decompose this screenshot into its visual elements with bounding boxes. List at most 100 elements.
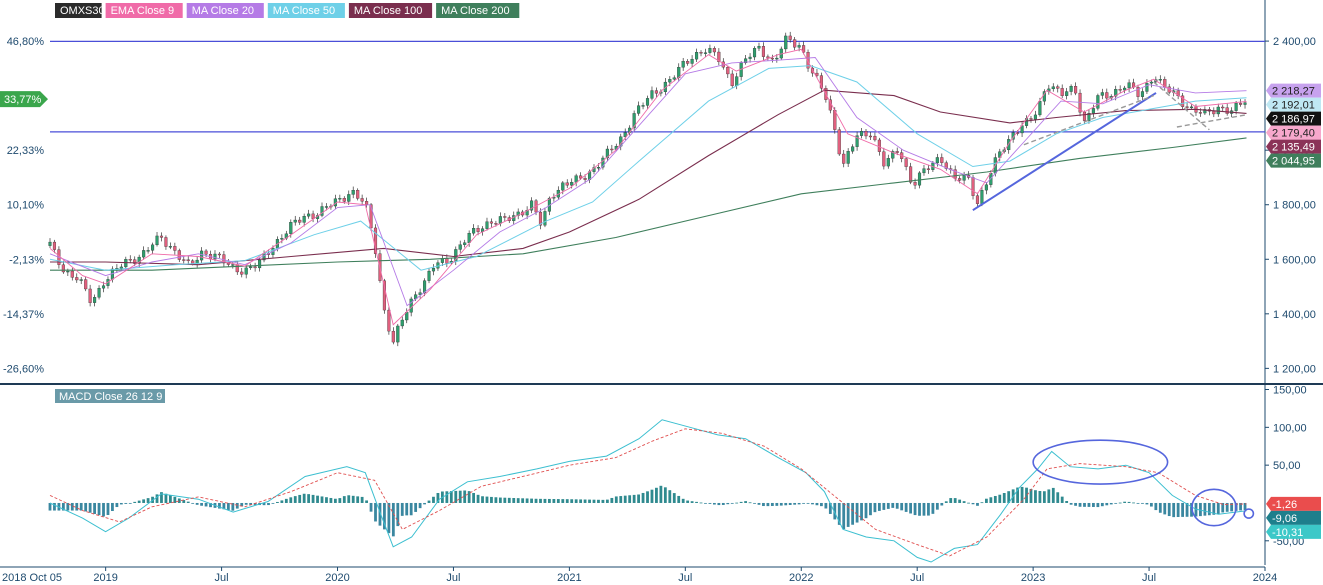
macd-histogram-bar: [365, 500, 368, 503]
candle-body: [142, 250, 146, 258]
candle-body: [472, 228, 476, 234]
macd-histogram-bar: [111, 502, 114, 512]
candle-body: [155, 235, 159, 246]
candle-body: [1114, 89, 1118, 97]
macd-histogram-bar: [588, 499, 591, 503]
macd-histogram-bar: [494, 497, 498, 503]
candle-body: [859, 131, 864, 136]
trendline: [1153, 81, 1210, 131]
macd-histogram-bar: [1074, 502, 1077, 506]
candle-body: [1033, 114, 1037, 120]
candle-body: [387, 309, 391, 332]
candle-body: [119, 266, 123, 269]
legend-label[interactable]: MA Close 200: [441, 5, 509, 17]
candle-body: [944, 162, 948, 169]
price-value-label: 2 179,40: [1272, 128, 1315, 140]
candle-body: [525, 210, 529, 216]
candle-body: [980, 189, 984, 204]
candle-body: [1082, 112, 1087, 121]
candle-body: [650, 90, 654, 99]
candle-body: [788, 35, 792, 40]
candle-body: [886, 158, 890, 167]
candle-body: [405, 312, 409, 321]
macd-value-label: -1,26: [1272, 499, 1297, 511]
macd-histogram-bar: [869, 502, 872, 516]
macd-histogram-bar: [1047, 489, 1051, 503]
macd-value-tag: [1266, 510, 1321, 525]
legend-box: [186, 3, 264, 18]
macd-histogram-bar: [770, 502, 774, 506]
macd-histogram-bar: [467, 491, 471, 503]
macd-histogram-bar: [1216, 502, 1220, 515]
macd-histogram-bar: [877, 502, 881, 511]
macd-histogram-bar: [436, 492, 440, 503]
annotation-ellipse: [1032, 439, 1169, 485]
legend-label[interactable]: EMA Close 9: [111, 5, 175, 17]
candle-body: [654, 90, 658, 94]
macd-histogram-bar: [204, 502, 208, 507]
legend-label[interactable]: MA Close 100: [354, 5, 422, 17]
macd-histogram-bar: [949, 498, 953, 503]
macd-histogram-bar: [940, 502, 944, 506]
macd-title-box: [55, 389, 165, 403]
candle-body: [645, 98, 650, 106]
candle-body: [538, 211, 543, 226]
macd-histogram-bar: [1060, 496, 1064, 503]
macd-histogram-bar: [735, 502, 739, 504]
macd-histogram-bar: [449, 491, 453, 503]
candle-body: [962, 174, 966, 181]
price-value-tag: [1266, 139, 1321, 154]
candle-body: [565, 182, 569, 186]
macd-histogram-bar: [1123, 501, 1127, 503]
price-value-tag: [1266, 97, 1321, 112]
candle-body: [1189, 106, 1194, 109]
candle-body: [1243, 102, 1247, 105]
macd-histogram-bar: [730, 502, 734, 504]
macd-line: [49, 419, 1247, 563]
macd-title[interactable]: MACD Close 26 12 9: [59, 391, 162, 403]
macd-histogram-bar: [1199, 502, 1202, 517]
candle-body: [984, 184, 988, 191]
macd-histogram-bar: [971, 502, 975, 505]
candle-body: [1065, 91, 1069, 96]
macd-histogram-bar: [463, 490, 467, 503]
macd-histogram-bar: [998, 494, 1002, 503]
macd-histogram-bar: [860, 502, 863, 521]
annotation-ellipse: [1243, 508, 1255, 519]
macd-histogram-bar: [726, 502, 730, 505]
macd-histogram-bar: [168, 495, 172, 503]
trendline: [972, 92, 1157, 212]
candle-body: [235, 264, 239, 273]
legend-label[interactable]: MA Close 20: [192, 5, 254, 17]
macd-histogram-bar: [931, 502, 935, 514]
macd-histogram-bar: [173, 496, 177, 503]
macd-histogram-bar: [1225, 502, 1229, 512]
macd-histogram-bar: [490, 496, 493, 503]
candle-body: [84, 279, 88, 290]
candle-body: [922, 168, 926, 174]
macd-histogram-bar: [329, 497, 333, 503]
macd-histogram-bar: [984, 498, 988, 503]
candle-body: [623, 132, 627, 137]
percent-tick-label: -26,60%: [3, 363, 44, 375]
macd-tick-label: 100,00: [1273, 422, 1307, 434]
candle-body: [1239, 102, 1243, 105]
macd-histogram-bar: [806, 502, 810, 504]
macd-value-label: -9,06: [1272, 513, 1297, 525]
legend-label[interactable]: MA Close 50: [273, 5, 335, 17]
x-tick-label: 2018 Oct 05: [2, 572, 62, 584]
macd-histogram-bar: [423, 502, 426, 505]
macd-histogram-bar: [846, 502, 850, 527]
candle-body: [761, 46, 765, 57]
macd-histogram-bar: [209, 502, 212, 508]
macd-histogram-bar: [481, 496, 484, 503]
candle-body: [1176, 90, 1180, 97]
candle-body: [1096, 95, 1100, 109]
macd-histogram-bar: [84, 502, 88, 512]
legend-label[interactable]: OMXS30: [60, 5, 105, 17]
candle-body: [151, 244, 155, 251]
candle-body: [726, 66, 730, 75]
macd-histogram-bar: [458, 490, 462, 503]
price-value-label: 2 192,01: [1272, 100, 1315, 112]
macd-histogram-bar: [1065, 500, 1069, 503]
